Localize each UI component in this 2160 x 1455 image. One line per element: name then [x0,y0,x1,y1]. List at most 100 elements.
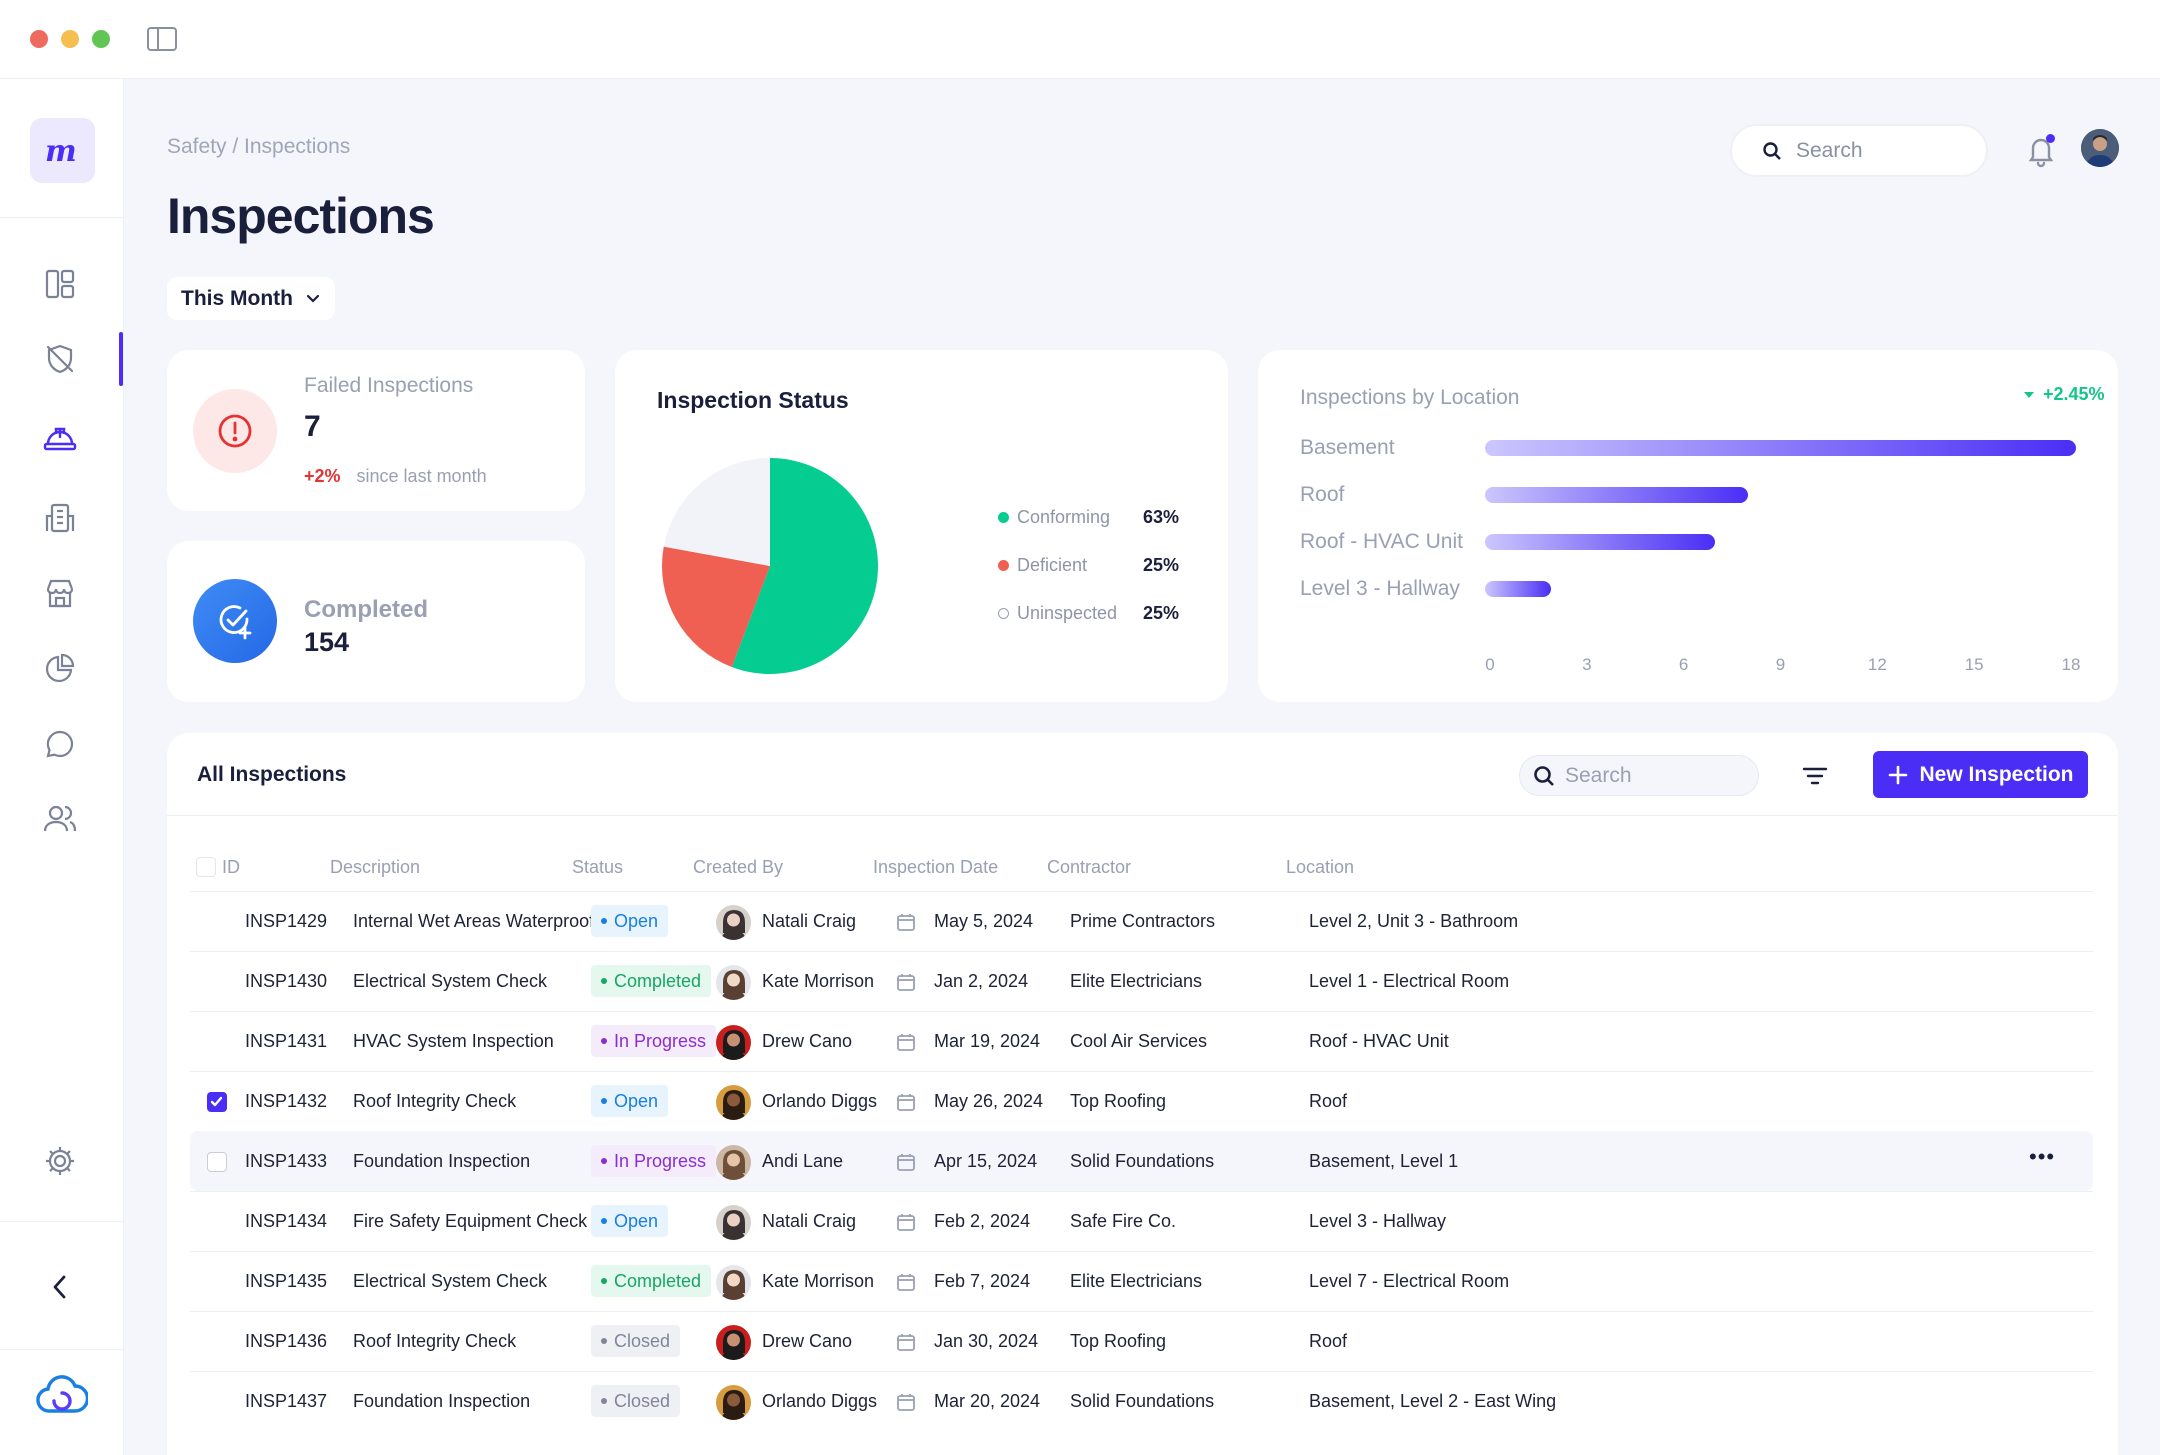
legend-item-uninspected: Uninspected 25% [998,603,1179,624]
filter-icon[interactable] [1800,761,1830,791]
search-icon [1763,141,1781,160]
status-badge-label: In Progress [614,1030,707,1051]
table-search-input[interactable]: Search [1519,755,1759,796]
table-row[interactable]: INSP1429 Internal Wet Areas Waterproofing… [190,891,2093,951]
inspection-id: INSP1431 [245,1031,328,1051]
column-header-description[interactable]: Description [330,857,421,877]
global-search-placeholder: Search [1796,138,1863,162]
pie-chart-icon[interactable] [38,646,82,690]
legend-item-conforming: Conforming 63% [998,507,1179,528]
inspection-date: Jan 2, 2024 [934,971,1029,991]
inspection-id: INSP1437 [245,1391,328,1411]
status-badge: Closed [591,1385,681,1417]
table-row[interactable]: INSP1434 Fire Safety Equipment Check Open N… [190,1191,2093,1251]
user-avatar[interactable] [2081,129,2119,167]
contractor-name: Solid Foundations [1070,1151,1215,1171]
column-header-id[interactable]: ID [222,857,240,877]
status-badge: Closed [591,1325,681,1357]
building-icon[interactable] [38,496,82,540]
location-bar[interactable] [1485,440,2076,456]
select-all-checkbox[interactable] [196,857,216,877]
notifications-button[interactable] [2021,130,2061,170]
inspection-description: Roof Integrity Check [353,1331,517,1351]
table-row[interactable]: INSP1432 Roof Integrity Check Open Orlando … [190,1071,2093,1131]
table-row[interactable]: INSP1430 Electrical System Check Completed… [190,951,2093,1011]
row-checkbox[interactable] [207,1152,227,1172]
chat-icon[interactable] [38,722,82,766]
table-row[interactable]: INSP1431 HVAC System Inspection In Progres… [190,1011,2093,1071]
pie-slice-deficient[interactable] [662,546,770,668]
table-row[interactable]: INSP1435 Electrical System Check Completed… [190,1251,2093,1311]
period-filter-dropdown[interactable]: This Month [167,277,335,320]
column-header-contractor[interactable]: Contractor [1047,857,1132,877]
location-bar[interactable] [1485,581,1551,597]
contractor-name: Solid Foundations [1070,1391,1215,1411]
calendar-icon [897,1154,915,1171]
pie-slice-uninspected[interactable] [663,458,770,566]
completed-card[interactable]: Completed 154 [167,541,585,702]
app-logo[interactable]: m [30,118,95,183]
location-change-value: +2.45% [2043,384,2105,404]
table-row[interactable]: INSP1433 Foundation Inspection In Progress… [190,1131,2093,1191]
legend-label: Conforming [1017,507,1111,527]
global-search-input[interactable]: Search [1730,124,1988,177]
contractor-name: Elite Electricians [1070,971,1203,991]
failed-inspections-value: 7 [304,410,321,443]
contractor-name: Top Roofing [1070,1091,1167,1111]
close-window-dot[interactable] [30,30,48,48]
creator-avatar [716,905,751,940]
location-bar[interactable] [1485,487,1748,503]
column-header-location[interactable]: Location [1286,857,1355,877]
shield-off-icon[interactable] [38,337,82,381]
breadcrumb[interactable]: Safety / Inspections [167,135,351,158]
bar-label: Level 3 - Hallway [1300,577,1460,600]
table-row[interactable]: INSP1436 Roof Integrity Check Closed Drew C… [190,1311,2093,1371]
column-header-status[interactable]: Status [572,857,624,877]
location-bar[interactable] [1485,534,1715,550]
inspection-date: Feb 7, 2024 [934,1271,1031,1291]
legend-value: 25% [1143,555,1180,575]
creator-name: Orlando Diggs [762,1091,878,1111]
store-icon[interactable] [38,571,82,615]
failed-inspections-card[interactable]: Failed Inspections 7 +2% since last mont… [167,350,585,511]
dashboard-icon[interactable] [38,262,82,306]
pie-slice-conforming[interactable] [731,458,879,674]
maximize-window-dot[interactable] [92,30,110,48]
column-header-inspection-date[interactable]: Inspection Date [873,857,999,877]
status-badge-label: Open [614,910,659,931]
status-badge: Open [591,1205,669,1237]
inspection-description: Fire Safety Equipment Check [353,1211,588,1231]
status-badge-label: Open [614,1090,659,1111]
inspection-id: INSP1432 [245,1091,328,1111]
more-options-icon[interactable]: ••• [2029,1144,2056,1169]
row-checkbox[interactable] [207,1092,227,1112]
status-badge-label: Open [614,1210,659,1231]
hardhat-icon[interactable] [38,416,82,460]
legend-dot [998,560,1009,571]
users-icon[interactable] [38,797,82,841]
legend-value: 25% [1143,603,1180,623]
page-title: Inspections [167,188,435,244]
sidebar-toggle-icon[interactable] [147,27,177,51]
inspection-location: Basement, Level 1 [1309,1151,1459,1171]
new-inspection-label: New Inspection [1919,762,2074,786]
inspection-date: Mar 19, 2024 [934,1031,1041,1051]
inspection-id: INSP1433 [245,1151,328,1171]
settings-icon[interactable] [38,1139,82,1183]
new-inspection-button[interactable]: New Inspection [1873,751,2088,798]
creator-avatar [716,1205,751,1240]
cloud-sync-icon[interactable] [36,1373,88,1417]
triangle-down-icon [2024,391,2034,398]
legend-value: 63% [1143,507,1180,527]
creator-name: Drew Cano [762,1331,853,1351]
column-header-created-by[interactable]: Created By [693,857,784,877]
status-badge: In Progress [591,1145,717,1177]
inspection-date: Mar 20, 2024 [934,1391,1041,1411]
inspection-id: INSP1434 [245,1211,328,1231]
status-badge: Completed [591,1265,712,1297]
collapse-sidebar-icon[interactable] [38,1265,82,1309]
table-row[interactable]: INSP1437 Foundation Inspection Closed Orlan… [190,1371,2093,1431]
minimize-window-dot[interactable] [61,30,79,48]
inspection-location: Basement, Level 2 - East Wing [1309,1391,1557,1411]
svg-text:m: m [45,135,77,167]
